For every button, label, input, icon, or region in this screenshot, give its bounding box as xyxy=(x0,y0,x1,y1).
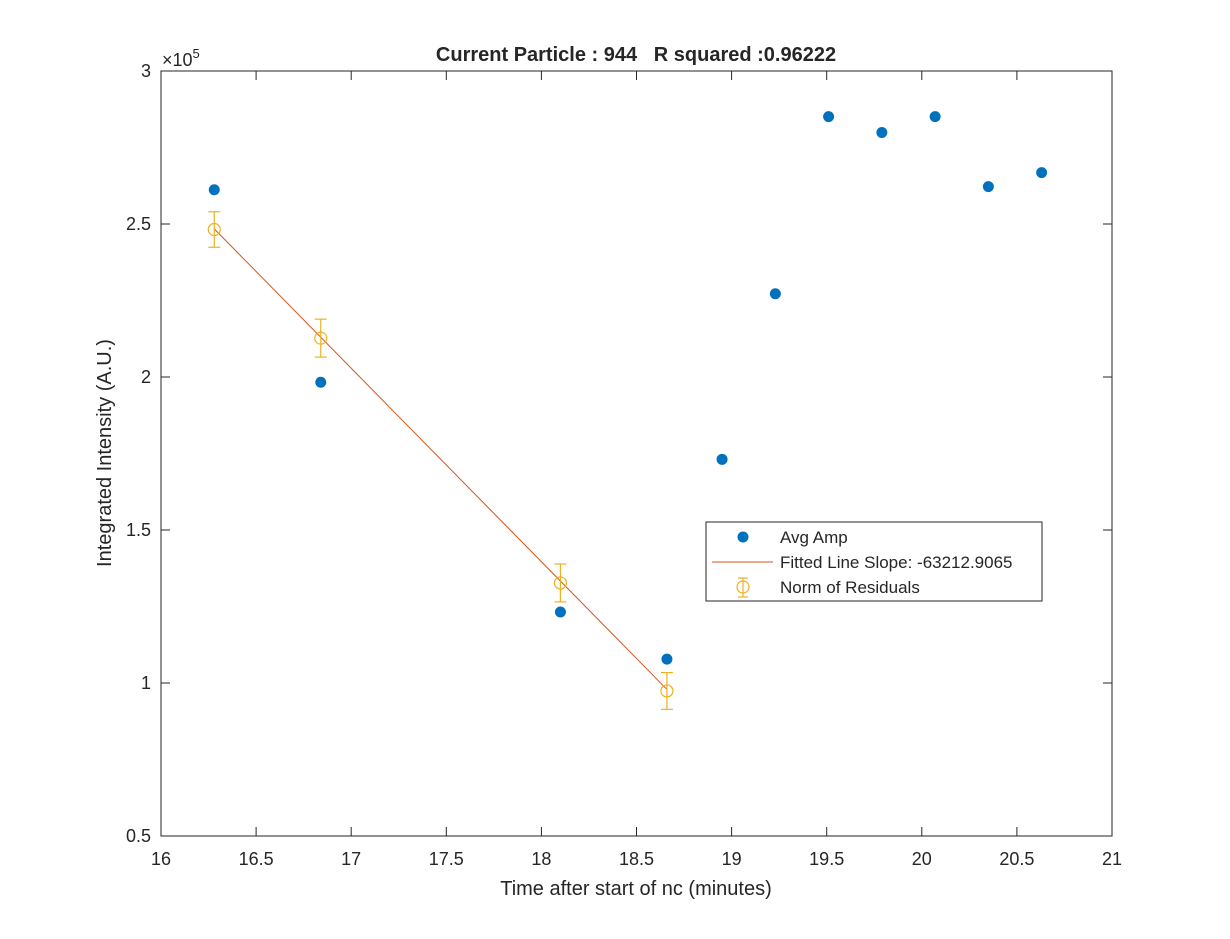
legend-label-avg-amp: Avg Amp xyxy=(780,528,848,547)
x-tick-label: 20 xyxy=(912,849,932,869)
plot-area xyxy=(160,70,1113,837)
x-tick-label: 18.5 xyxy=(619,849,654,869)
y-axis-multiplier: ×105 xyxy=(162,46,200,70)
legend-marker-residuals xyxy=(736,577,750,598)
avg-amp-point xyxy=(823,111,835,123)
legend-label-residuals: Norm of Residuals xyxy=(780,578,920,597)
x-axis-label: Time after start of nc (minutes) xyxy=(500,878,772,900)
y-tick-label: 1 xyxy=(141,673,151,693)
residual-point xyxy=(207,222,221,237)
y-tick-label: 0.5 xyxy=(126,826,151,846)
x-tick-label: 16.5 xyxy=(239,849,274,869)
x-axis: 16 16.5 17 17.5 18 18.5 19 19.5 20 20.5 21 xyxy=(151,71,1122,869)
avg-amp-point xyxy=(315,376,327,388)
legend: Avg Amp Fitted Line Slope: -63212.9065 N… xyxy=(705,521,1043,602)
y-tick-label: 1.5 xyxy=(126,520,151,540)
avg-amp-point xyxy=(929,111,941,123)
avg-amp-point xyxy=(554,606,566,618)
residual-errorbar xyxy=(660,671,674,710)
avg-amp-point xyxy=(661,653,673,665)
x-tick-label: 19.5 xyxy=(809,849,844,869)
y-tick-label: 2.5 xyxy=(126,214,151,234)
residual-errorbar xyxy=(553,563,568,603)
avg-amp-point xyxy=(982,181,994,193)
chart-title: Current Particle : 944 R squared :0.9622… xyxy=(436,44,836,66)
avg-amp-point xyxy=(1036,167,1048,179)
avg-amp-point xyxy=(208,184,220,196)
y-multiplier-exponent: 5 xyxy=(193,46,200,61)
x-tick-label: 20.5 xyxy=(999,849,1034,869)
x-tick-label: 17.5 xyxy=(429,849,464,869)
x-tick-label: 16 xyxy=(151,849,171,869)
residual-errorbar xyxy=(314,318,328,358)
x-tick-label: 19 xyxy=(722,849,742,869)
legend-marker-avg-amp xyxy=(737,531,749,543)
residual-point xyxy=(553,576,568,590)
y-multiplier-base: ×10 xyxy=(162,50,193,70)
x-tick-label: 17 xyxy=(341,849,361,869)
x-tick-label: 18 xyxy=(531,849,551,869)
y-tick-label: 3 xyxy=(141,61,151,81)
y-axis: 0.5 1 1.5 2 2.5 3 xyxy=(126,61,1112,846)
residual-errorbar xyxy=(207,211,221,248)
y-axis-label: Integrated Intensity (A.U.) xyxy=(94,339,116,567)
y-tick-label: 2 xyxy=(141,367,151,387)
avg-amp-point xyxy=(876,127,888,139)
axes-box xyxy=(160,70,1113,837)
residual-point xyxy=(314,331,328,345)
legend-label-fitted-line: Fitted Line Slope: -63212.9065 xyxy=(780,553,1013,572)
series-layer xyxy=(207,111,1048,710)
residual-point xyxy=(660,684,674,698)
x-tick-label: 21 xyxy=(1102,849,1122,869)
avg-amp-point xyxy=(769,288,781,300)
fitted-line xyxy=(213,228,668,690)
avg-amp-point xyxy=(716,453,728,465)
